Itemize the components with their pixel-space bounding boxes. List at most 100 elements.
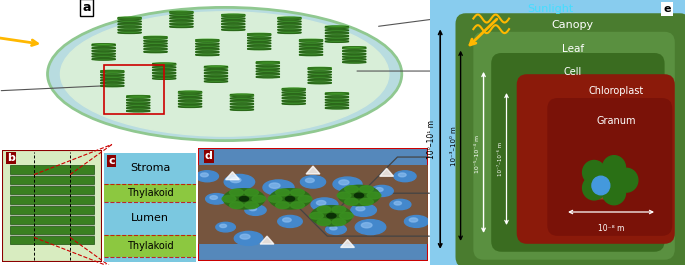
Bar [104, 202, 196, 235]
Circle shape [311, 206, 352, 226]
Circle shape [268, 196, 282, 202]
Circle shape [592, 176, 610, 195]
Ellipse shape [126, 95, 150, 97]
Ellipse shape [204, 67, 228, 68]
Text: Stroma
lamellae: Stroma lamellae [357, 61, 479, 81]
Text: 10⁻³–10⁰ m: 10⁻³–10⁰ m [451, 126, 457, 166]
Text: LHCII: LHCII [292, 201, 458, 241]
Circle shape [229, 192, 259, 206]
Circle shape [317, 206, 331, 213]
Ellipse shape [101, 82, 124, 84]
Ellipse shape [195, 48, 219, 50]
Ellipse shape [170, 15, 193, 16]
Bar [198, 165, 428, 244]
Circle shape [337, 192, 351, 199]
Ellipse shape [325, 32, 349, 34]
Circle shape [223, 189, 264, 209]
Ellipse shape [282, 97, 306, 99]
Circle shape [277, 215, 302, 227]
Ellipse shape [92, 50, 116, 52]
Circle shape [360, 186, 373, 192]
Ellipse shape [221, 23, 245, 25]
Circle shape [322, 211, 340, 220]
Text: Lumen: Lumen [131, 213, 169, 223]
Text: PSII: PSII [361, 153, 451, 193]
Ellipse shape [282, 89, 306, 91]
Text: Leaf: Leaf [562, 44, 584, 54]
Circle shape [245, 202, 258, 209]
Circle shape [210, 196, 217, 199]
Ellipse shape [299, 43, 323, 45]
Circle shape [325, 224, 347, 235]
Ellipse shape [342, 47, 366, 49]
Ellipse shape [144, 43, 167, 45]
Bar [10, 165, 94, 174]
Circle shape [360, 198, 373, 205]
Ellipse shape [144, 40, 167, 42]
Circle shape [275, 202, 290, 209]
Ellipse shape [277, 26, 301, 28]
Ellipse shape [256, 68, 279, 69]
Ellipse shape [101, 71, 124, 73]
Ellipse shape [126, 110, 150, 112]
Text: Thylakoid: Thylakoid [127, 241, 173, 251]
Circle shape [275, 192, 305, 206]
Ellipse shape [118, 23, 142, 25]
Circle shape [306, 178, 314, 183]
Ellipse shape [342, 50, 366, 52]
Ellipse shape [152, 63, 176, 64]
Circle shape [332, 206, 346, 213]
Ellipse shape [60, 12, 389, 136]
FancyBboxPatch shape [456, 13, 685, 265]
Circle shape [269, 189, 311, 209]
Ellipse shape [195, 39, 219, 41]
Circle shape [286, 197, 295, 201]
Ellipse shape [247, 37, 271, 39]
Ellipse shape [92, 56, 116, 57]
Ellipse shape [299, 46, 323, 47]
Circle shape [234, 231, 263, 245]
Bar [10, 175, 94, 184]
Ellipse shape [325, 107, 349, 109]
Ellipse shape [325, 99, 349, 101]
Circle shape [399, 173, 406, 177]
Ellipse shape [299, 39, 323, 41]
Ellipse shape [126, 96, 150, 98]
Ellipse shape [325, 92, 349, 94]
Ellipse shape [221, 20, 245, 22]
Ellipse shape [178, 103, 202, 105]
Circle shape [281, 194, 299, 203]
Circle shape [283, 218, 291, 222]
Text: e: e [663, 4, 671, 14]
Text: 10⁰–10¹ m: 10⁰–10¹ m [427, 120, 436, 159]
Ellipse shape [299, 48, 323, 50]
Circle shape [332, 219, 346, 226]
Ellipse shape [144, 48, 167, 50]
Text: 10⁻⁷–10⁻⁶ m: 10⁻⁷–10⁻⁶ m [498, 142, 503, 176]
Ellipse shape [230, 95, 254, 96]
Ellipse shape [308, 71, 332, 73]
Ellipse shape [230, 98, 254, 99]
Circle shape [290, 202, 304, 209]
Ellipse shape [170, 23, 193, 25]
Ellipse shape [342, 47, 366, 48]
Circle shape [615, 168, 638, 192]
Text: Reaction
centre: Reaction centre [334, 183, 475, 214]
Ellipse shape [118, 18, 142, 20]
Circle shape [329, 226, 337, 230]
Ellipse shape [118, 29, 142, 31]
Bar [103, 65, 164, 114]
Circle shape [351, 204, 376, 217]
Circle shape [201, 173, 208, 177]
Ellipse shape [118, 21, 142, 22]
Text: Granum: Granum [0, 86, 101, 96]
Ellipse shape [118, 26, 142, 28]
Bar [10, 206, 94, 214]
Ellipse shape [92, 58, 116, 60]
Ellipse shape [308, 79, 332, 81]
Ellipse shape [230, 94, 254, 95]
Ellipse shape [152, 72, 176, 74]
Ellipse shape [170, 17, 193, 19]
Circle shape [263, 180, 294, 195]
Ellipse shape [282, 103, 306, 104]
